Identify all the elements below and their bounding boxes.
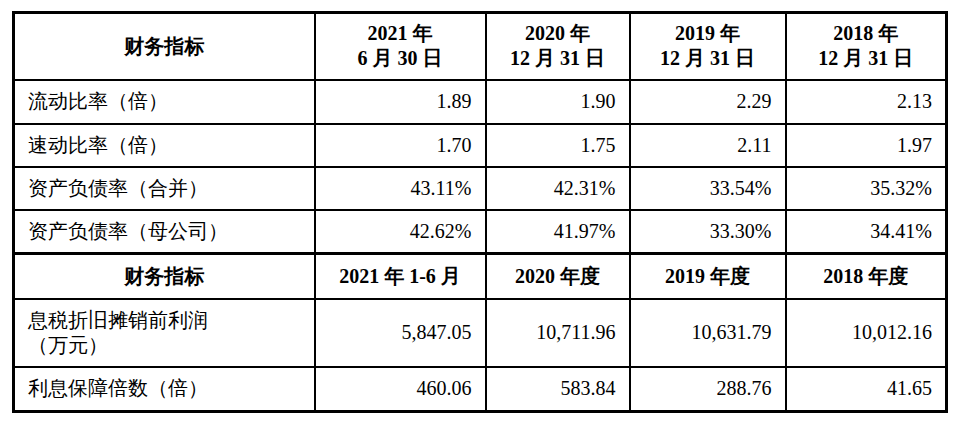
value-cell: 583.84 <box>486 367 630 412</box>
value-cell: 43.11% <box>315 167 486 210</box>
column-header-2021-06-30: 2021 年 6 月 30 日 <box>315 13 486 80</box>
value-cell: 10,012.16 <box>786 299 947 367</box>
table-row-ebitda: 息税折旧摊销前利润 （万元） 5,847.05 10,711.96 10,631… <box>14 299 947 367</box>
column-header-line1: 2018 年 <box>791 21 942 46</box>
value-cell: 1.75 <box>486 124 630 167</box>
value-cell: 10,711.96 <box>486 299 630 367</box>
table-row-current-ratio: 流动比率（倍） 1.89 1.90 2.29 2.13 <box>14 80 947 124</box>
financial-metrics-table: 财务指标 2021 年 6 月 30 日 2020 年 12 月 31 日 20… <box>12 11 948 413</box>
column-header-line2: 12 月 31 日 <box>635 46 781 71</box>
row-label: 息税折旧摊销前利润 （万元） <box>14 299 315 367</box>
table-row-debt-ratio-consolidated: 资产负债率（合并） 43.11% 42.31% 33.54% 35.32% <box>14 167 947 210</box>
document-page: 财务指标 2021 年 6 月 30 日 2020 年 12 月 31 日 20… <box>0 0 956 422</box>
value-cell: 33.54% <box>630 167 786 210</box>
section1-header-row: 财务指标 2021 年 6 月 30 日 2020 年 12 月 31 日 20… <box>14 13 947 80</box>
table-row-quick-ratio: 速动比率（倍） 1.70 1.75 2.11 1.97 <box>14 124 947 167</box>
value-cell: 5,847.05 <box>315 299 486 367</box>
row-label-line2: （万元） <box>28 333 301 358</box>
column-header-line2: 6 月 30 日 <box>320 46 481 71</box>
column-header-2018-fy: 2018 年度 <box>786 254 947 299</box>
row-label: 速动比率（倍） <box>14 124 315 167</box>
value-cell: 2.11 <box>630 124 786 167</box>
column-header-2020-12-31: 2020 年 12 月 31 日 <box>486 13 630 80</box>
value-cell: 10,631.79 <box>630 299 786 367</box>
row-label-line1: 息税折旧摊销前利润 <box>28 308 301 333</box>
row-label: 资产负债率（合并） <box>14 167 315 210</box>
column-header-2019-fy: 2019 年度 <box>630 254 786 299</box>
row-label: 资产负债率（母公司） <box>14 210 315 254</box>
column-header-line1: 2020 年 <box>491 21 625 46</box>
value-cell: 1.70 <box>315 124 486 167</box>
value-cell: 2.13 <box>786 80 947 124</box>
row-label: 流动比率（倍） <box>14 80 315 124</box>
value-cell: 2.29 <box>630 80 786 124</box>
value-cell: 460.06 <box>315 367 486 412</box>
value-cell: 1.90 <box>486 80 630 124</box>
section2-header-label: 财务指标 <box>14 254 315 299</box>
value-cell: 41.97% <box>486 210 630 254</box>
value-cell: 42.62% <box>315 210 486 254</box>
column-header-line2: 12 月 31 日 <box>491 46 625 71</box>
row-label: 利息保障倍数（倍） <box>14 367 315 412</box>
value-cell: 1.89 <box>315 80 486 124</box>
value-cell: 35.32% <box>786 167 947 210</box>
value-cell: 288.76 <box>630 367 786 412</box>
section2-header-row: 财务指标 2021 年 1-6 月 2020 年度 2019 年度 2018 年… <box>14 254 947 299</box>
value-cell: 34.41% <box>786 210 947 254</box>
column-header-line1: 2019 年 <box>635 21 781 46</box>
value-cell: 41.65 <box>786 367 947 412</box>
column-header-2018-12-31: 2018 年 12 月 31 日 <box>786 13 947 80</box>
value-cell: 33.30% <box>630 210 786 254</box>
table-row-interest-coverage: 利息保障倍数（倍） 460.06 583.84 288.76 41.65 <box>14 367 947 412</box>
table-row-debt-ratio-parent: 资产负债率（母公司） 42.62% 41.97% 33.30% 34.41% <box>14 210 947 254</box>
column-header-line2: 12 月 31 日 <box>791 46 942 71</box>
value-cell: 42.31% <box>486 167 630 210</box>
section1-header-label: 财务指标 <box>14 13 315 80</box>
column-header-line1: 2021 年 <box>320 21 481 46</box>
column-header-2019-12-31: 2019 年 12 月 31 日 <box>630 13 786 80</box>
value-cell: 1.97 <box>786 124 947 167</box>
column-header-2020-fy: 2020 年度 <box>486 254 630 299</box>
column-header-2021-h1: 2021 年 1-6 月 <box>315 254 486 299</box>
